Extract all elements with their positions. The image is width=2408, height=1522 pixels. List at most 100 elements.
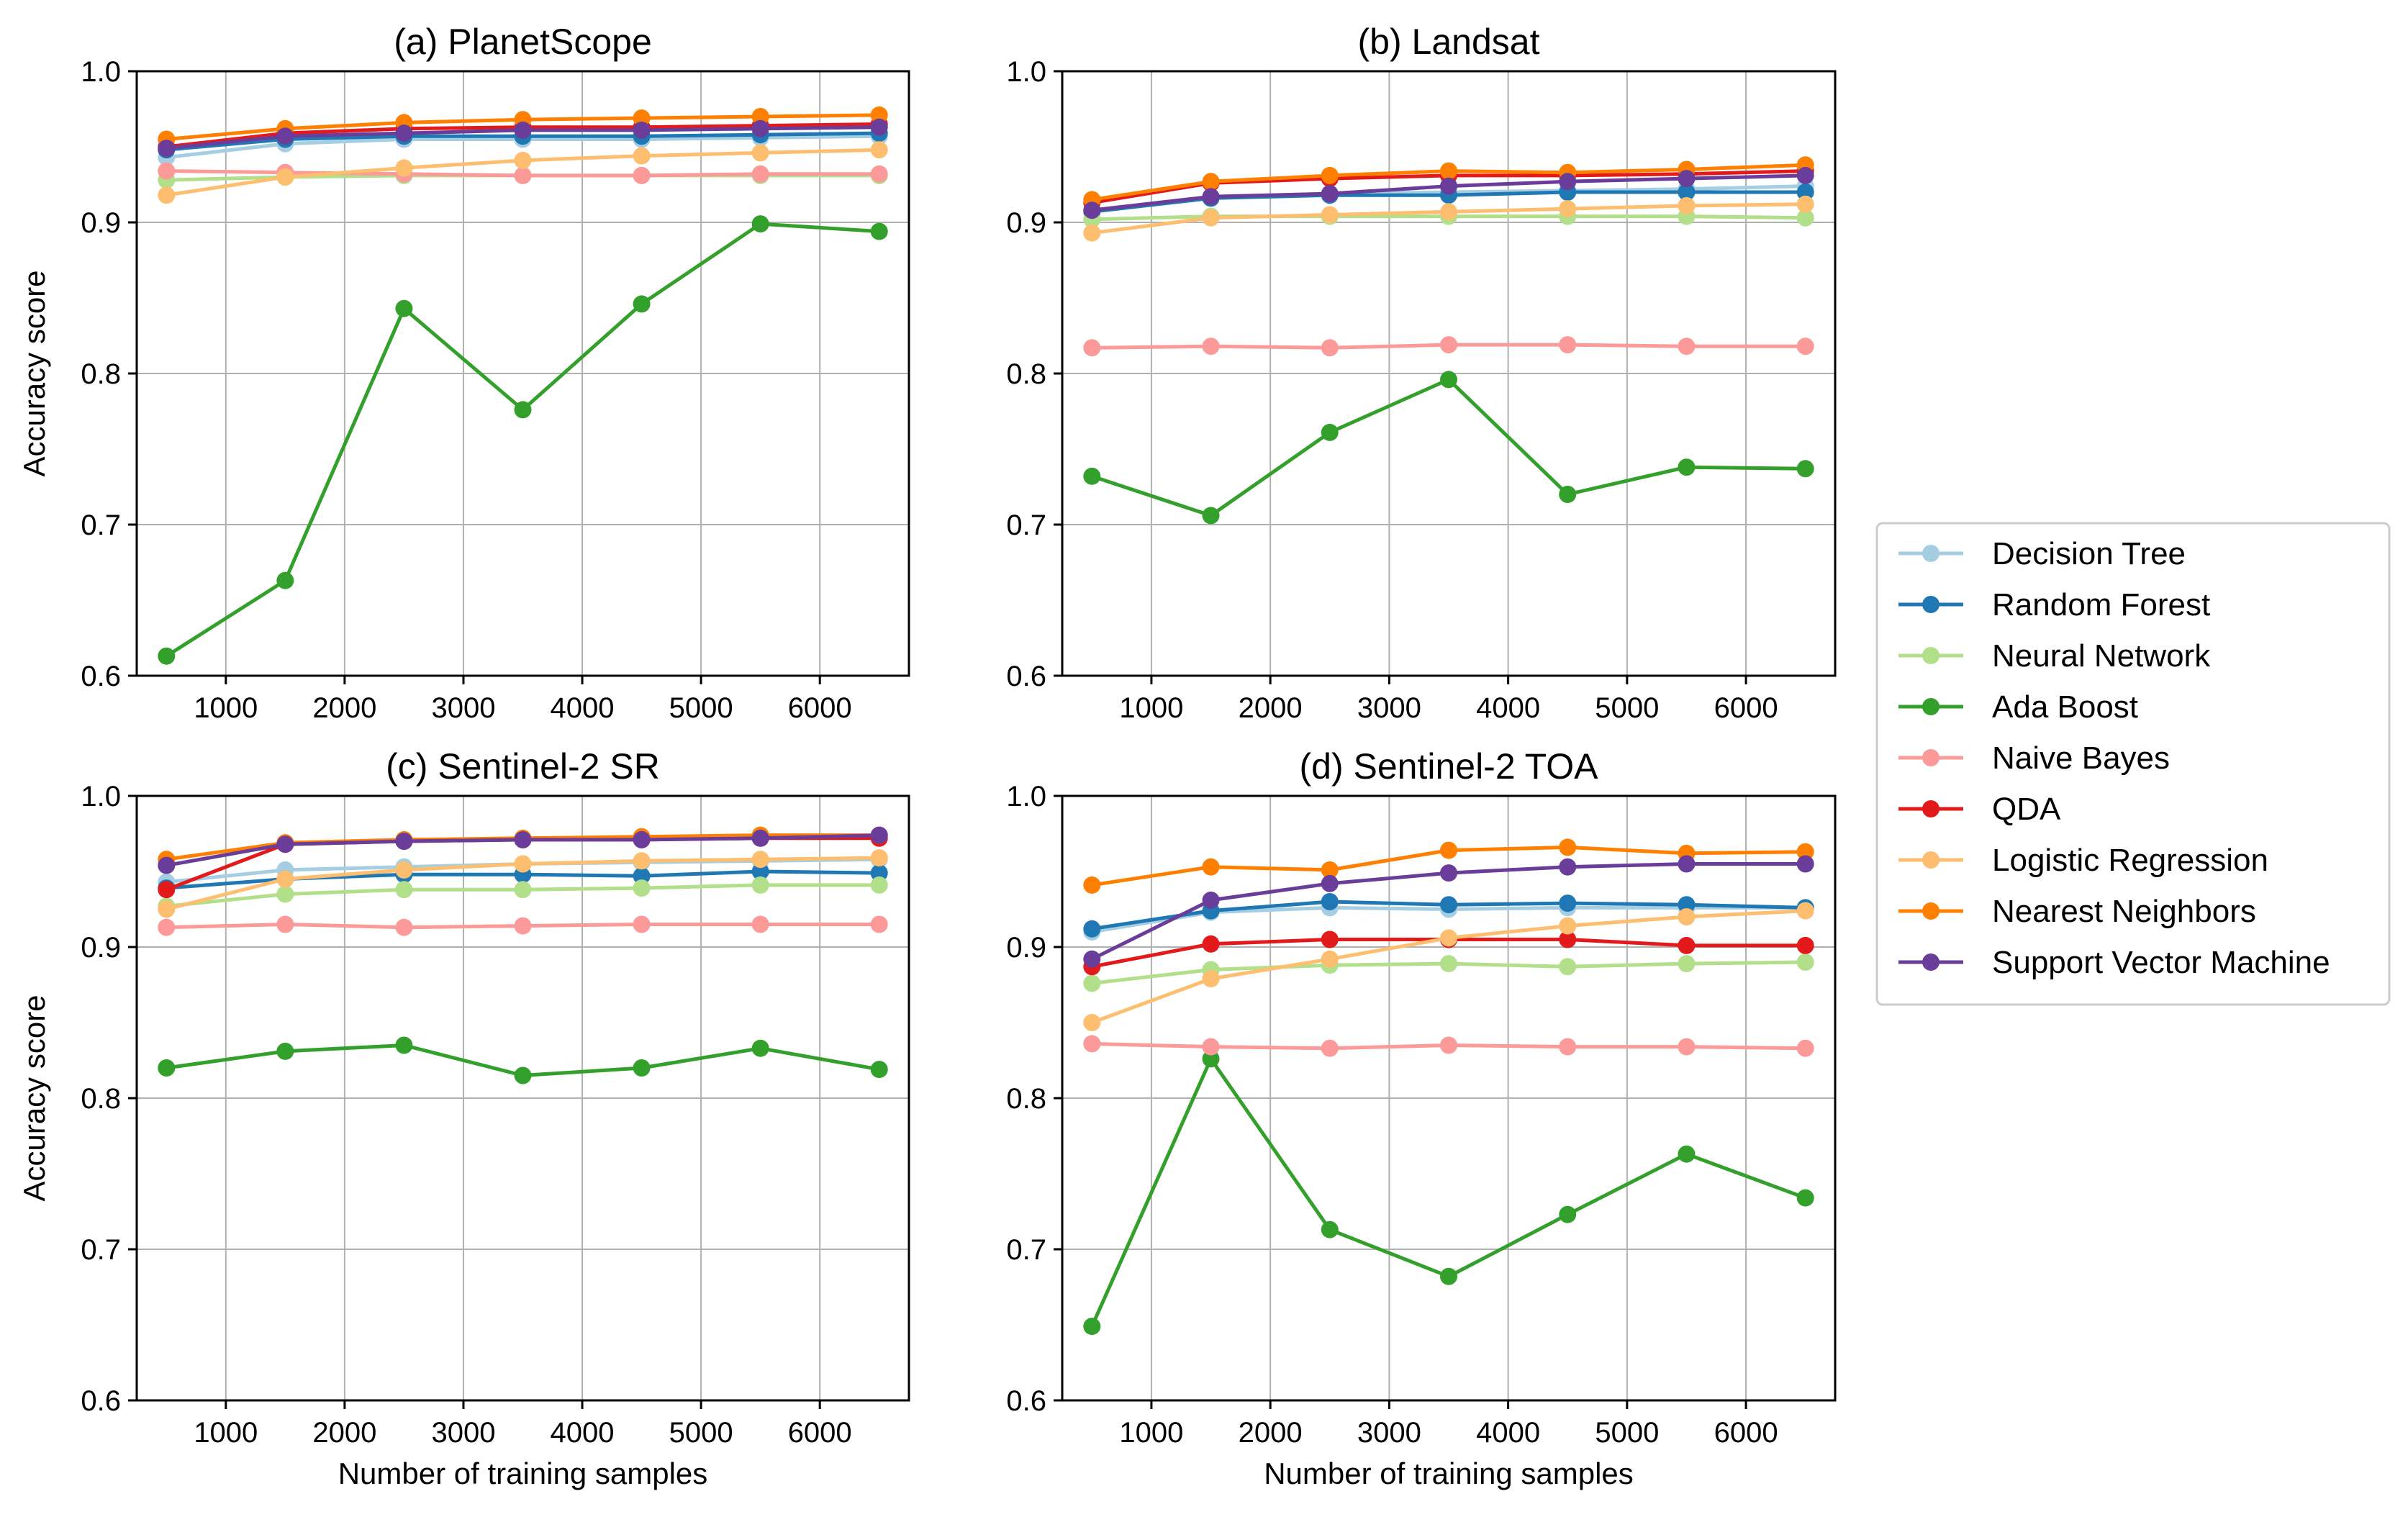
data-point-logistic-regression — [1796, 902, 1814, 920]
data-point-ada-boost — [1796, 1189, 1814, 1207]
legend-item-qda: QDA — [1898, 792, 2061, 827]
data-point-support-vector-machine — [1321, 874, 1339, 892]
legend-label: Random Forest — [1992, 587, 2210, 622]
data-point-logistic-regression — [1678, 196, 1696, 214]
legend-item-support-vector-machine: Support Vector Machine — [1898, 945, 2330, 980]
legend-label: Logistic Regression — [1992, 843, 2268, 878]
y-tick-label: 1.0 — [81, 56, 121, 88]
data-point-ada-boost — [1440, 1267, 1457, 1285]
data-point-ada-boost — [1678, 1145, 1696, 1163]
data-point-ada-boost — [1440, 371, 1457, 389]
x-tick-label: 5000 — [1595, 1417, 1659, 1449]
data-point-neural-network — [514, 881, 532, 899]
data-point-qda — [1202, 935, 1220, 953]
series-ada-boost — [1083, 371, 1814, 525]
data-point-ada-boost — [514, 1066, 532, 1084]
series-support-vector-machine — [158, 118, 888, 158]
legend-label: QDA — [1992, 792, 2061, 827]
x-tick-label: 6000 — [1714, 1417, 1778, 1449]
data-point-logistic-regression — [1559, 917, 1577, 935]
legend-marker — [1922, 698, 1939, 715]
data-point-ada-boost — [1796, 460, 1814, 478]
data-point-support-vector-machine — [870, 118, 888, 136]
data-point-naive-bayes — [751, 165, 769, 183]
legend-label: Neural Network — [1992, 638, 2211, 674]
legend-item-naive-bayes: Naive Bayes — [1898, 740, 2170, 776]
series-line-ada-boost — [165, 222, 879, 658]
data-point-logistic-regression — [514, 855, 532, 873]
x-tick-label: 3000 — [1357, 692, 1421, 724]
legend-marker — [1922, 749, 1939, 766]
data-point-ada-boost — [870, 1061, 888, 1079]
y-tick-label: 0.6 — [81, 1385, 121, 1417]
y-tick-label: 0.6 — [81, 661, 121, 692]
data-point-random-forest — [1796, 184, 1814, 201]
data-point-support-vector-machine — [1083, 201, 1101, 219]
data-point-support-vector-machine — [633, 830, 651, 848]
data-point-ada-boost — [395, 299, 413, 317]
subplot-2: 1000 2000 3000 4000 5000 6000 0.6 0.7 0.8 0.9 1.0 (… — [1006, 22, 1837, 724]
data-point-support-vector-machine — [1559, 858, 1577, 876]
x-tick-label: 6000 — [1714, 692, 1778, 724]
data-point-ada-boost — [158, 647, 176, 665]
x-tick-label: 1000 — [194, 692, 258, 724]
series-logistic-regression — [158, 141, 888, 204]
data-point-naive-bayes — [1796, 1039, 1814, 1057]
legend-item-logistic-regression: Logistic Regression — [1898, 843, 2268, 878]
series-ada-boost — [1083, 1050, 1814, 1336]
x-tick-label: 4000 — [551, 1417, 615, 1449]
x-tick-label: 2000 — [312, 692, 376, 724]
data-point-logistic-regression — [276, 168, 294, 186]
x-tick-label: 3000 — [431, 1417, 495, 1449]
data-point-support-vector-machine — [1440, 864, 1457, 882]
data-point-naive-bayes — [1321, 339, 1339, 357]
x-tick-label: 3000 — [431, 692, 495, 724]
data-point-logistic-regression — [1440, 203, 1457, 221]
data-point-nearest-neighbors — [1083, 876, 1101, 894]
data-point-neural-network — [633, 879, 651, 897]
legend-marker — [1922, 596, 1939, 613]
data-point-logistic-regression — [751, 144, 769, 162]
data-point-ada-boost — [751, 215, 769, 233]
data-point-nearest-neighbors — [1202, 173, 1220, 191]
data-point-logistic-regression — [1083, 1014, 1101, 1031]
series-logistic-regression — [1083, 195, 1814, 242]
data-point-naive-bayes — [276, 915, 294, 933]
data-point-naive-bayes — [1083, 339, 1101, 357]
data-point-ada-boost — [1321, 423, 1339, 441]
data-point-random-forest — [633, 867, 651, 885]
data-point-ada-boost — [1678, 458, 1696, 476]
data-point-support-vector-machine — [870, 826, 888, 844]
y-tick-label: 0.7 — [1006, 509, 1046, 541]
data-point-ada-boost — [751, 1039, 769, 1057]
data-point-support-vector-machine — [1796, 855, 1814, 873]
legend-label: Ada Boost — [1992, 689, 2138, 725]
data-point-logistic-regression — [1440, 929, 1457, 947]
data-point-support-vector-machine — [1559, 173, 1577, 191]
series-naive-bayes — [158, 915, 888, 936]
y-tick-label: 0.9 — [1006, 207, 1046, 239]
data-point-logistic-regression — [276, 870, 294, 888]
data-point-ada-boost — [158, 1059, 176, 1077]
data-point-naive-bayes — [870, 915, 888, 933]
data-point-support-vector-machine — [395, 124, 413, 142]
data-point-logistic-regression — [633, 147, 651, 165]
legend-label: Decision Tree — [1992, 536, 2186, 571]
data-point-support-vector-machine — [1202, 891, 1220, 909]
legend-item-decision-tree: Decision Tree — [1898, 536, 2186, 571]
data-point-neural-network — [870, 876, 888, 894]
data-point-ada-boost — [633, 295, 651, 313]
data-point-logistic-regression — [1796, 195, 1814, 213]
data-point-ada-boost — [1559, 1205, 1577, 1223]
series-naive-bayes — [1083, 336, 1814, 357]
x-axis-label: Number of training samples — [338, 1457, 708, 1490]
data-point-qda — [1559, 930, 1577, 948]
data-point-naive-bayes — [633, 166, 651, 184]
data-point-naive-bayes — [1678, 338, 1696, 355]
data-point-naive-bayes — [1440, 336, 1457, 354]
data-point-support-vector-machine — [276, 127, 294, 145]
legend-label: Support Vector Machine — [1992, 945, 2330, 980]
subplot-title: (a) PlanetScope — [394, 22, 652, 62]
data-point-support-vector-machine — [158, 140, 176, 158]
